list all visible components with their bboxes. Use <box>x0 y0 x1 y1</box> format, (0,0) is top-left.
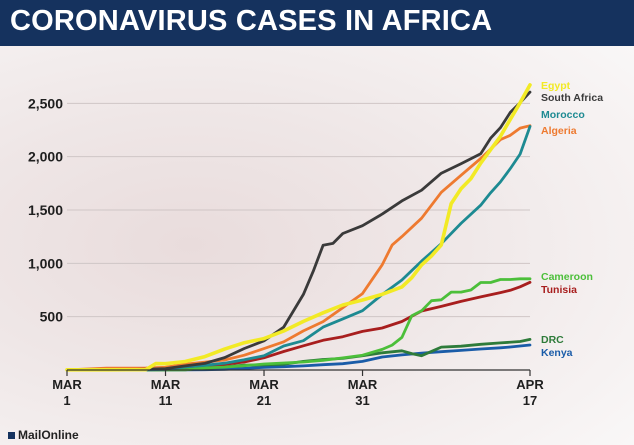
chart-title: CORONAVIRUS CASES IN AFRICA <box>10 5 493 37</box>
x-tick-label: MAR <box>52 377 82 392</box>
legend-label: South Africa <box>541 92 603 104</box>
grid-lines <box>67 102 530 318</box>
x-tick-label: MAR <box>151 377 181 392</box>
y-axis-ticks: 500 1,000 1,500 2,000 2,500 <box>28 95 63 324</box>
x-tick-label: 21 <box>257 393 271 408</box>
series-line-tunisia <box>65 280 532 372</box>
series-line-egypt <box>65 83 532 372</box>
x-tick-label: 1 <box>63 393 70 408</box>
legend-label: Kenya <box>541 347 573 359</box>
series-lines <box>65 83 532 372</box>
logo-square-icon <box>8 432 15 440</box>
title-bar: CORONAVIRUS CASES IN AFRICA <box>0 0 634 46</box>
legend-label: Egypt <box>541 80 571 92</box>
legend-label: Cameroon <box>541 271 593 283</box>
legend-label: Tunisia <box>541 284 577 296</box>
series-line-kenya <box>65 343 532 372</box>
credit-source: MailOnline <box>18 428 79 442</box>
series-line-south-africa <box>65 90 532 372</box>
x-tick-label: MAR <box>249 377 279 392</box>
x-tick-label: 17 <box>523 393 537 408</box>
y-tick-label: 1,000 <box>28 255 63 271</box>
y-tick-label: 2,000 <box>28 149 63 165</box>
x-tick-label: MAR <box>348 377 378 392</box>
y-tick-label: 500 <box>40 309 64 325</box>
x-tick-label: APR <box>516 377 544 392</box>
y-tick-label: 1,500 <box>28 202 63 218</box>
series-line-cameroon <box>65 277 532 372</box>
credit: MailOnline <box>8 428 79 442</box>
legend-label: Algeria <box>541 125 577 137</box>
legend-label: DRC <box>541 334 564 346</box>
x-tick-label: 11 <box>159 393 173 408</box>
y-tick-label: 2,500 <box>28 95 63 111</box>
legend-label: Morocco <box>541 109 585 121</box>
series-line-algeria <box>65 124 532 372</box>
x-tick-label: 31 <box>355 393 369 408</box>
